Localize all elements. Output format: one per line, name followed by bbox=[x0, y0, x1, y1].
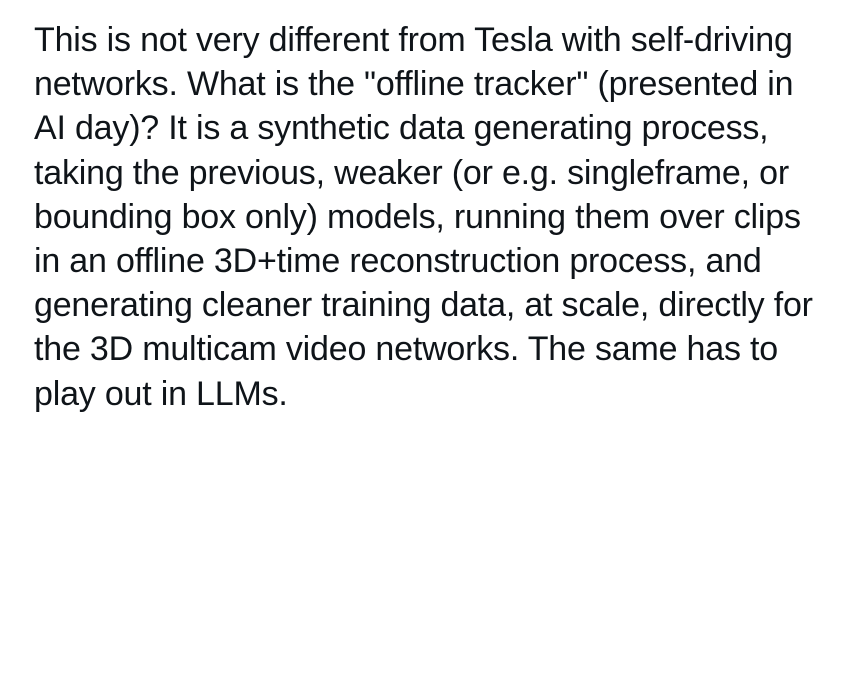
post-container: This is not very different from Tesla wi… bbox=[0, 0, 850, 416]
post-body-text: This is not very different from Tesla wi… bbox=[34, 18, 816, 416]
